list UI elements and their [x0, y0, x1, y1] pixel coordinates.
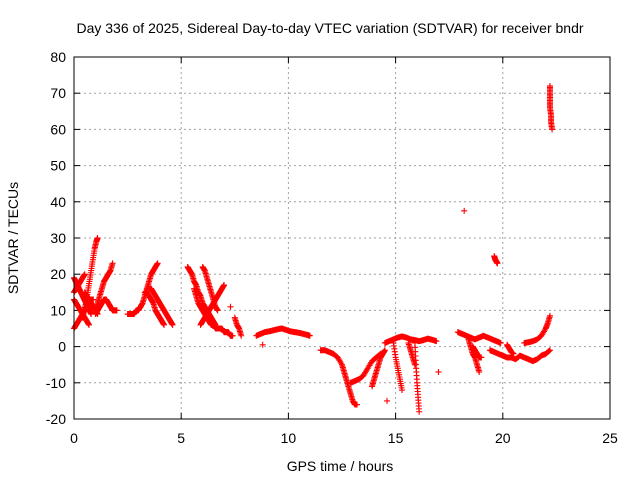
data-point [546, 347, 553, 354]
y-axis-title: SDTVAR / TECUs [5, 182, 21, 294]
y-tick-label: 40 [50, 194, 66, 210]
data-point [546, 312, 553, 319]
data-point [478, 354, 485, 361]
data-point [94, 235, 101, 241]
data-point [259, 341, 266, 348]
y-tick-label: -20 [46, 411, 66, 427]
data-point [510, 350, 517, 357]
data-point [306, 332, 313, 339]
data-point [354, 401, 361, 408]
y-tick-label: 20 [50, 266, 66, 282]
data-point [113, 307, 120, 314]
x-tick-label: 15 [388, 430, 404, 446]
data-point [384, 397, 391, 404]
data-point [169, 321, 176, 328]
data-point [549, 126, 556, 133]
grid-lines [74, 57, 610, 419]
x-tick-label: 5 [177, 430, 185, 446]
data-point [238, 332, 245, 339]
data-point [214, 307, 221, 314]
y-tick-label: -10 [46, 375, 66, 391]
y-tick-label: 30 [50, 230, 66, 246]
y-tick-label: 80 [50, 49, 66, 65]
data-point [461, 207, 468, 214]
y-tick-label: 60 [50, 121, 66, 137]
y-tick-label: 0 [58, 339, 66, 355]
data-point [416, 408, 423, 415]
data-point [154, 260, 161, 267]
x-tick-label: 0 [70, 430, 78, 446]
x-tick-label: 20 [495, 430, 511, 446]
data-point [221, 282, 228, 289]
data-point [161, 321, 168, 328]
data-point [381, 347, 388, 354]
x-tick-label: 25 [602, 430, 618, 446]
data-point [399, 387, 406, 394]
y-tick-label: 50 [50, 158, 66, 174]
data-point [81, 271, 88, 278]
x-tick-label: 10 [281, 430, 297, 446]
data-points [71, 82, 556, 415]
data-point [476, 368, 483, 375]
x-axis-title: GPS time / hours [287, 458, 394, 474]
data-point [86, 321, 93, 328]
plot-frame [73, 56, 611, 420]
data-point [546, 347, 553, 354]
y-ticks: -20 -10 0 10 20 30 40 50 60 70 80 [46, 49, 610, 427]
data-point [109, 260, 116, 267]
chart-title: Day 336 of 2025, Sidereal Day-to-day VTE… [76, 20, 583, 36]
data-point [433, 338, 440, 345]
data-point [497, 339, 504, 346]
data-point [494, 260, 501, 267]
x-ticks: 0 5 10 15 20 25 [70, 57, 618, 446]
data-point [435, 368, 442, 375]
data-point [338, 360, 345, 367]
data-point [411, 361, 418, 368]
data-point [229, 332, 236, 339]
data-point [227, 303, 234, 310]
y-tick-label: 70 [50, 85, 66, 101]
y-tick-label: 10 [50, 302, 66, 318]
